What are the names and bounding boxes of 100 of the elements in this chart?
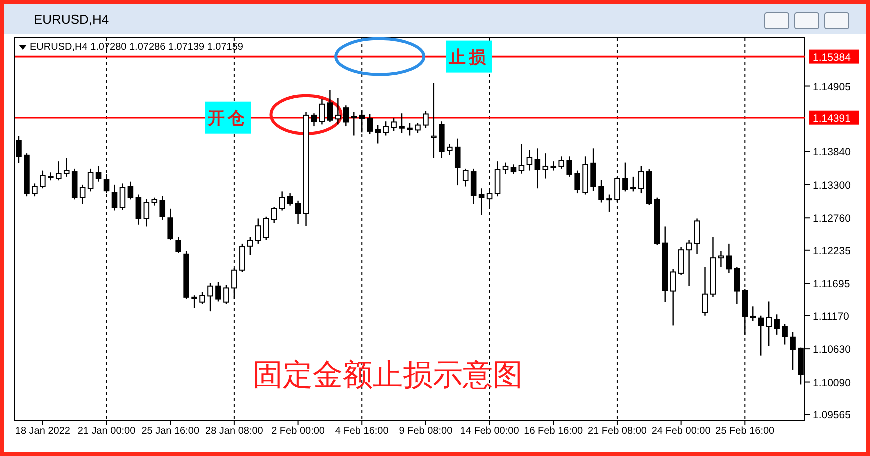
x-tick-label: 28 Jan 08:00 [206, 426, 264, 437]
candlestick [494, 160, 501, 198]
candlestick [518, 144, 525, 174]
candlestick [622, 162, 628, 192]
candlestick [431, 82, 437, 160]
x-tick-label: 25 Feb 16:00 [716, 426, 776, 437]
annotation: 固定金额止损示意图 [253, 359, 523, 392]
annotation: 止损 [448, 48, 489, 67]
y-tick-label: 1.13840 [813, 146, 852, 159]
x-tick-label: 4 Feb 16:00 [335, 426, 390, 437]
candlestick [319, 98, 326, 126]
candlestick [192, 294, 198, 310]
candlestick [32, 183, 38, 198]
candlestick [40, 170, 46, 190]
candlestick [64, 158, 70, 178]
candlestick [200, 292, 206, 305]
candlestick [271, 206, 278, 224]
candlestick [399, 113, 405, 134]
candlestick [255, 218, 262, 245]
candlestick [216, 281, 222, 302]
candlestick [335, 98, 342, 126]
x-tick-label: 9 Feb 08:00 [399, 426, 454, 437]
candlestick [502, 162, 509, 176]
candlestick [279, 191, 286, 212]
y-tick-label: 1.09565 [813, 410, 852, 422]
candlestick [208, 282, 214, 312]
candlestick [120, 183, 126, 211]
y-tick-label: 1.13300 [813, 180, 852, 192]
candlestick [144, 198, 150, 228]
candlestick [574, 170, 580, 194]
candlestick [96, 166, 102, 182]
candlestick [590, 148, 596, 192]
candlestick [726, 243, 732, 274]
ref-line-label: 1.14391 [813, 112, 852, 125]
candlestick [470, 168, 477, 205]
candlestick [407, 122, 413, 136]
chart-title: EURUSD,H4 [34, 12, 110, 27]
candlestick [630, 176, 636, 192]
x-tick-label: 18 Jan 2022 [15, 426, 71, 437]
candlestick [550, 160, 557, 172]
candlestick [478, 188, 485, 216]
candlestick [327, 90, 334, 123]
candlestick [112, 184, 118, 212]
candlestick [542, 152, 549, 180]
x-tick-label: 2 Feb 00:00 [272, 426, 326, 437]
candlestick [718, 250, 724, 268]
candlestick [678, 246, 684, 276]
candlestick [176, 236, 182, 254]
candlestick [510, 164, 517, 176]
candlestick [240, 243, 246, 273]
candlestick [88, 168, 94, 192]
candlestick [606, 194, 612, 213]
candlestick [702, 266, 708, 316]
candlestick [774, 314, 780, 336]
candlestick [790, 332, 796, 371]
candlestick [423, 110, 429, 129]
candlestick [454, 138, 461, 186]
candlestick [168, 208, 174, 241]
candlestick [351, 112, 358, 136]
candlestick [694, 218, 700, 255]
candlestick [224, 284, 230, 305]
candlestick [558, 156, 565, 170]
candlestick [686, 240, 692, 287]
y-tick-label: 1.12760 [813, 213, 852, 226]
candlestick [287, 192, 294, 206]
candlestick [80, 184, 86, 205]
x-tick-label: 16 Feb 16:00 [524, 426, 584, 437]
candlestick [263, 216, 270, 241]
x-tick-label: 21 Feb 08:00 [588, 426, 648, 437]
candlestick [598, 179, 604, 204]
candlestick [758, 315, 764, 356]
y-tick-label: 1.11695 [813, 278, 850, 291]
ref-line-label: 1.15384 [813, 52, 852, 64]
candlestick [391, 118, 397, 132]
x-tick-label: 24 Feb 00:00 [652, 426, 712, 437]
candlestick [248, 236, 254, 256]
candlestick [343, 105, 350, 128]
candlestick [136, 194, 142, 226]
x-tick-label: 21 Jan 00:00 [78, 426, 136, 437]
candlestick [447, 144, 453, 156]
candlestick [526, 150, 533, 172]
candlestick [750, 306, 756, 322]
candlestick [782, 324, 788, 346]
candlestick [638, 166, 644, 194]
y-tick-label: 1.14905 [813, 81, 852, 94]
candlestick [295, 200, 302, 225]
candlestick [415, 122, 421, 134]
candlestick [534, 148, 541, 190]
annotation: 开仓 [207, 108, 248, 128]
candlestick [128, 181, 134, 200]
y-tick-label: 1.12235 [813, 245, 852, 258]
chart-subtitle: EURUSD,H4 1.07280 1.07286 1.07139 1.07159 [30, 42, 244, 53]
candlestick [383, 121, 389, 136]
candlestick [566, 156, 572, 178]
y-tick-label: 1.11170 [813, 310, 850, 323]
candlestick [367, 114, 373, 136]
candlestick [375, 124, 381, 144]
candlestick [670, 268, 676, 326]
candlestick [311, 113, 318, 128]
x-tick-label: 14 Feb 00:00 [460, 426, 520, 437]
